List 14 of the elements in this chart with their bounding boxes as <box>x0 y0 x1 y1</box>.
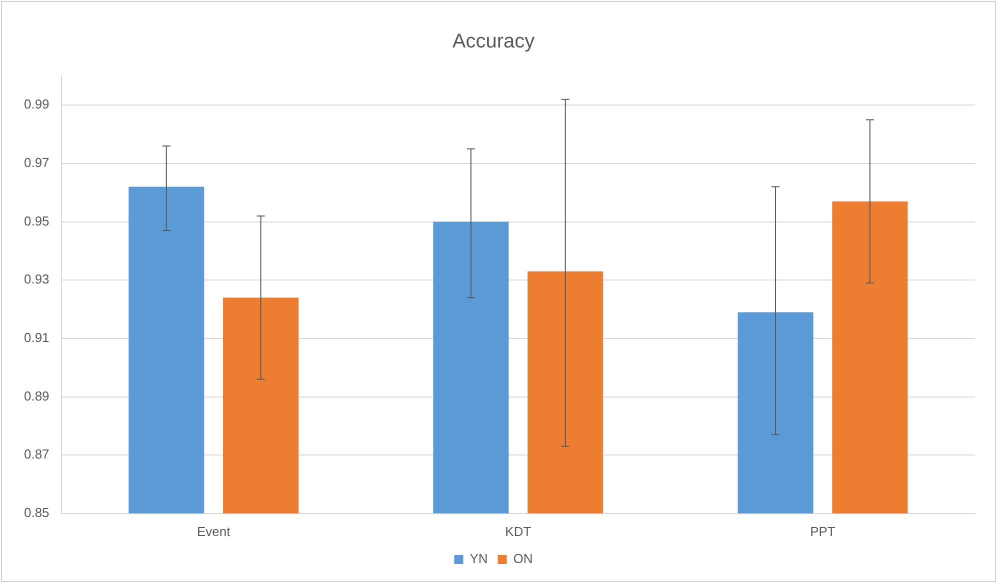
y-tick-label: 0.99 <box>24 96 50 112</box>
legend-label: YN <box>470 551 488 566</box>
chart-title: Accuracy <box>452 30 535 53</box>
legend-label: ON <box>513 551 533 566</box>
y-tick-label: 0.85 <box>24 504 50 520</box>
y-tick-label: 0.95 <box>24 213 50 228</box>
y-tick-label: 0.89 <box>24 388 50 404</box>
x-tick-label: KDT <box>505 524 532 539</box>
y-tick-label: 0.97 <box>24 155 50 170</box>
y-tick-label: 0.87 <box>24 446 50 462</box>
y-tick-label: 0.91 <box>24 330 50 346</box>
y-tick-label: 0.93 <box>24 272 50 287</box>
x-tick-label: PPT <box>810 524 836 539</box>
x-tick-label: Event <box>196 524 231 539</box>
